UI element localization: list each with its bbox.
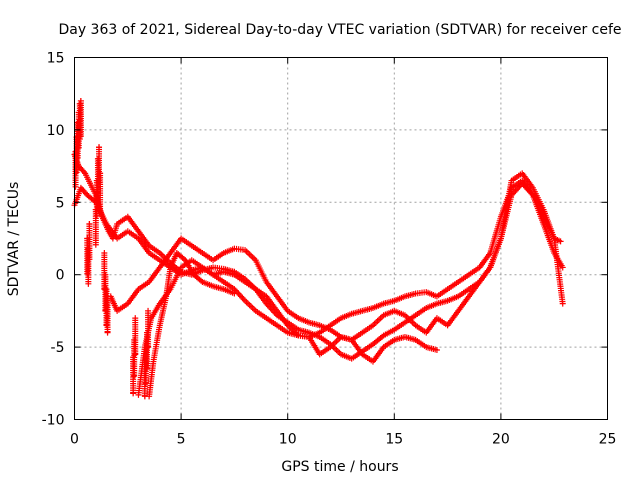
x-axis-label: GPS time / hours — [281, 459, 398, 475]
axis-ticks: 0 5 10 15 20 25 -10 -5 0 5 10 15 — [42, 51, 617, 448]
grid-layer — [74, 57, 608, 420]
data-point — [130, 389, 137, 396]
plot-frame — [74, 57, 608, 420]
y-tick-label: 5 — [56, 195, 65, 211]
data-point — [557, 238, 564, 245]
y-axis-label: SDTVAR / TECUs — [6, 182, 22, 297]
y-tick-label: 15 — [47, 51, 65, 67]
data-point — [93, 212, 100, 219]
data-point — [97, 205, 104, 212]
data-point — [104, 328, 111, 335]
series-trace-3 — [107, 170, 566, 343]
y-tick-label: 0 — [56, 268, 65, 284]
data-point — [75, 144, 82, 151]
x-tick-label: 0 — [70, 432, 79, 448]
x-tick-label: 20 — [492, 432, 510, 448]
data-point — [84, 270, 91, 277]
data-point — [231, 290, 238, 297]
y-tick-label: -5 — [51, 340, 65, 356]
data-point — [141, 392, 148, 399]
data-point — [559, 264, 566, 271]
data-point — [76, 136, 83, 143]
data-point — [132, 350, 139, 357]
data-point — [142, 379, 149, 386]
data-point — [85, 280, 92, 287]
data-points — [71, 97, 566, 400]
series-spikes — [72, 97, 152, 400]
data-point — [559, 300, 566, 307]
data-point — [131, 372, 138, 379]
data-point — [74, 154, 81, 161]
y-tick-label: -10 — [42, 413, 65, 429]
data-point — [92, 241, 99, 248]
series-trace-5 — [146, 249, 238, 400]
x-tick-label: 5 — [177, 432, 186, 448]
data-point — [433, 346, 440, 353]
x-tick-label: 10 — [279, 432, 297, 448]
data-point — [72, 183, 79, 190]
x-tick-label: 25 — [599, 432, 617, 448]
x-tick-label: 15 — [385, 432, 403, 448]
y-tick-label: 10 — [47, 123, 65, 139]
data-point — [143, 364, 150, 371]
chart-title: Day 363 of 2021, Sidereal Day-to-day VTE… — [58, 22, 621, 38]
data-point — [145, 343, 152, 350]
data-point — [77, 133, 84, 140]
data-point — [86, 256, 93, 263]
